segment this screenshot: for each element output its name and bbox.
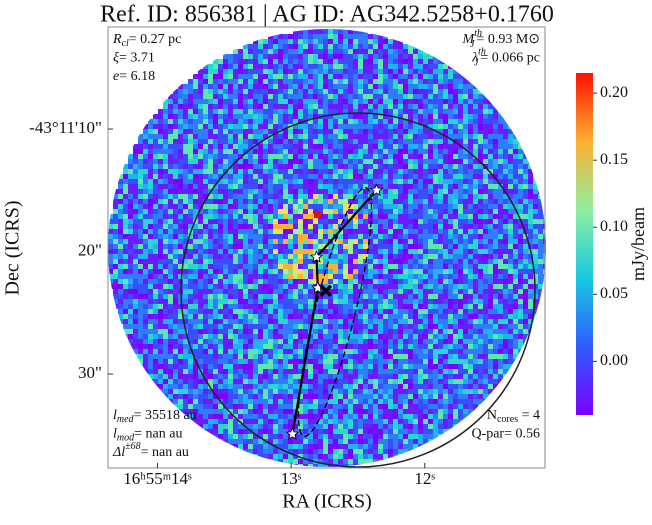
x-tick-label: 12ˢ <box>414 469 435 488</box>
annotation-superscript: ±68 <box>125 441 141 452</box>
colorbar-tick-label: 0.00 <box>600 352 628 369</box>
annotation: Rcl= 0.27 pc <box>112 32 181 49</box>
image-field <box>108 29 548 469</box>
annotation-value: = 0.56 <box>504 427 540 442</box>
x-tick-label: 16ʰ55ᵐ14ˢ <box>123 469 192 488</box>
annotation: lmed= 35518 au <box>113 408 197 425</box>
annotation: Ncores = 4 <box>487 408 540 425</box>
annotation-value: = 35518 au <box>134 408 197 423</box>
annotation-subscript: med <box>117 414 135 425</box>
colorbar-tick-label: 0.05 <box>600 285 628 302</box>
annotation-value: = nan au <box>141 445 189 460</box>
annotation-symbol: N <box>487 408 497 423</box>
annotation-value: = 4 <box>518 408 540 423</box>
annotation: Δl±68= nan au <box>112 441 189 460</box>
y-tick-label: -43°11'10" <box>29 118 102 137</box>
y-tick-label: 30" <box>78 363 102 382</box>
x-tick-label: 13ˢ <box>281 469 302 488</box>
annotation-symbol: Δl <box>112 445 125 460</box>
annotation-subscript: J <box>474 58 479 69</box>
chart-title: Ref. ID: 856381 | AG ID: AG342.5258+0.17… <box>100 2 554 28</box>
y-axis-label: Dec (ICRS) <box>2 201 24 296</box>
y-tick-label: 20" <box>78 240 102 259</box>
annotation-value: = 3.71 <box>119 51 155 66</box>
annotation-value: = 0.066 pc <box>480 51 540 66</box>
annotation-value: = 0.93 M⊙ <box>476 32 540 47</box>
annotation-value: = 0.27 pc <box>129 32 182 47</box>
annotation-symbol: Q-par <box>471 427 504 442</box>
colorbar-tick-label: 0.15 <box>600 151 628 168</box>
annotation-value: = 6.18 <box>119 69 155 84</box>
annotation: Q-par= 0.56 <box>471 427 540 442</box>
colorbar-label: mJy/beam <box>628 207 648 281</box>
annotation-symbol: R <box>112 32 122 47</box>
colorbar-tick-label: 0.20 <box>600 84 628 101</box>
annotation-value: = nan au <box>134 427 182 442</box>
annotation-subscript: cores <box>497 414 518 425</box>
annotation-subscript: J <box>470 39 475 50</box>
annotation: e= 6.18 <box>113 69 155 84</box>
x-axis-label: RA (ICRS) <box>282 491 371 513</box>
annotation: ξ= 3.71 <box>113 51 155 66</box>
colorbar-tick-label: 0.10 <box>600 218 628 235</box>
peak-pixel <box>314 211 321 218</box>
colorbar <box>576 73 593 415</box>
annotation: lmod= nan au <box>113 427 182 444</box>
